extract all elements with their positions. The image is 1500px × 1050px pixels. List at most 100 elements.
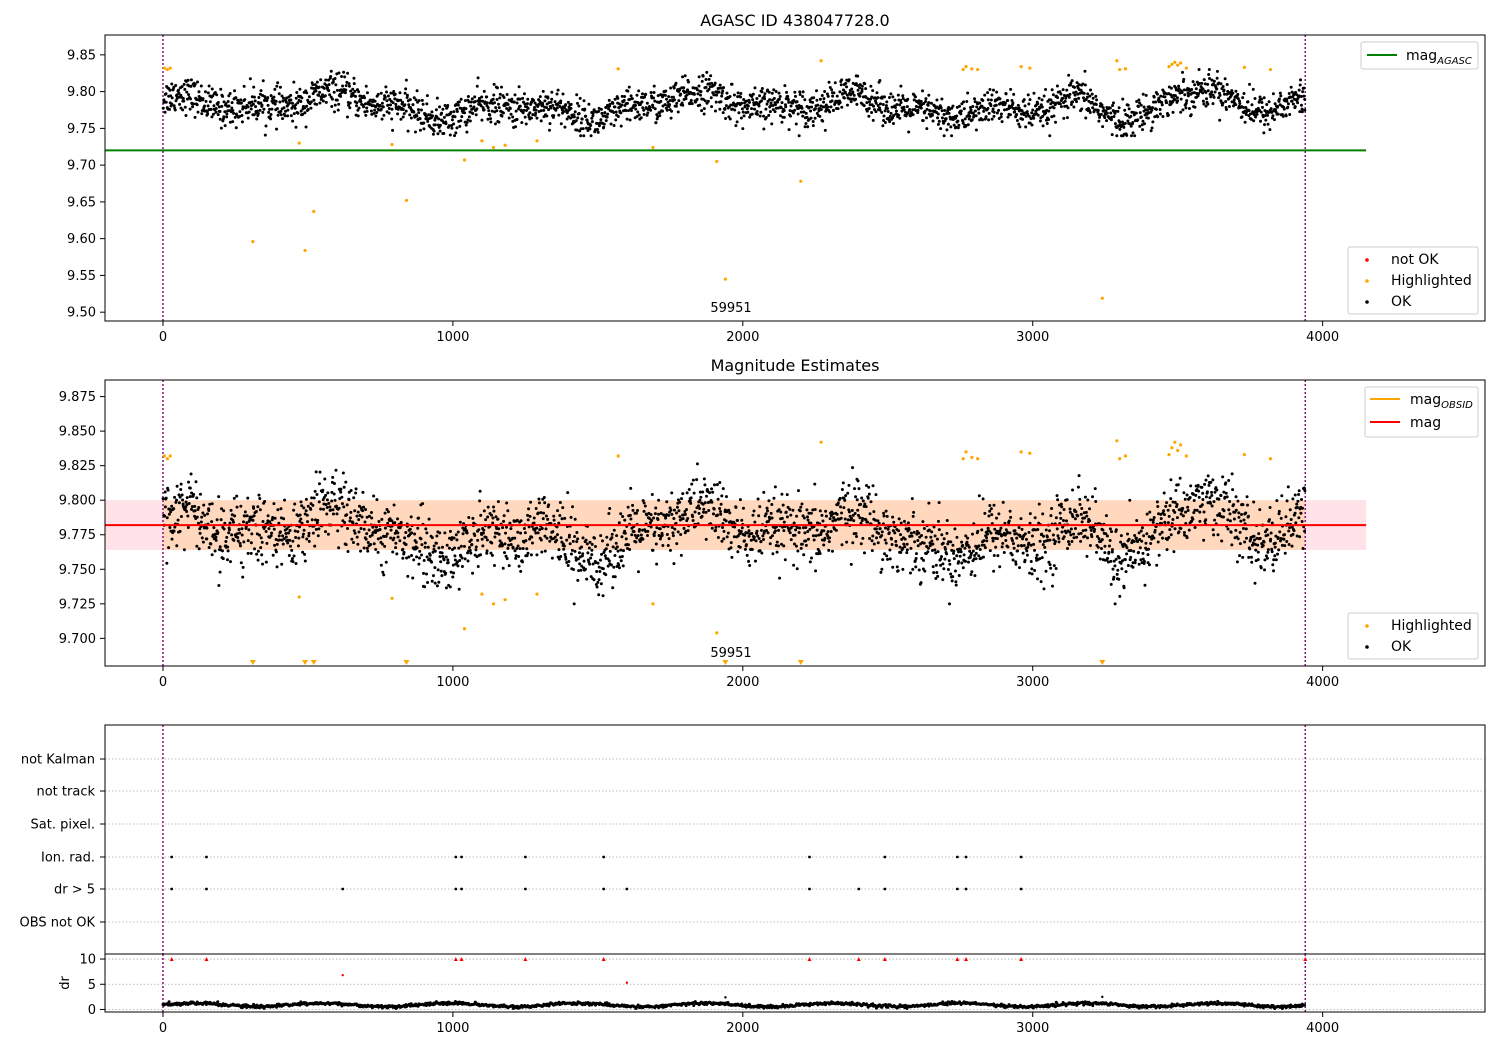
- ok-point: [234, 96, 238, 100]
- ok-point: [769, 104, 773, 108]
- ok-point: [860, 496, 864, 500]
- ok-point: [379, 563, 383, 567]
- ok-point: [261, 519, 265, 523]
- ok-point: [259, 536, 263, 540]
- ok-point: [546, 517, 550, 521]
- ok-point: [471, 571, 475, 575]
- ok-point: [705, 494, 709, 498]
- ok-point: [357, 90, 361, 94]
- ok-point: [512, 100, 516, 104]
- ok-point: [325, 512, 329, 516]
- ok-point: [405, 556, 409, 560]
- ok-point: [773, 529, 777, 533]
- ok-point: [321, 488, 325, 492]
- ok-point: [409, 515, 413, 519]
- ok-point: [763, 92, 767, 96]
- ok-point: [612, 565, 616, 569]
- highlighted-point: [1167, 65, 1171, 69]
- ok-point: [916, 108, 920, 112]
- ok-point: [953, 569, 957, 573]
- ok-point: [517, 107, 521, 111]
- ok-point: [940, 533, 944, 537]
- ok-point: [1054, 516, 1058, 520]
- ok-point: [315, 493, 319, 497]
- ok-point: [401, 108, 405, 112]
- ok-point: [1125, 546, 1129, 550]
- ok-point: [629, 486, 633, 490]
- ok-point: [536, 531, 540, 535]
- ok-point: [362, 546, 366, 550]
- ok-point: [1208, 76, 1212, 80]
- ok-point: [769, 536, 773, 540]
- ok-point: [1200, 81, 1204, 85]
- ok-point: [1036, 102, 1040, 106]
- ok-point: [366, 541, 370, 545]
- ok-point: [611, 101, 615, 105]
- ok-point: [874, 110, 878, 114]
- ok-point: [443, 531, 447, 535]
- ok-point: [458, 124, 462, 128]
- ok-point: [750, 112, 754, 116]
- ok-point: [973, 554, 977, 558]
- ok-point: [484, 518, 488, 522]
- ok-point: [868, 536, 872, 540]
- ok-point: [750, 532, 754, 536]
- ok-point: [321, 99, 325, 103]
- ok-point: [212, 104, 216, 108]
- ok-point: [619, 548, 623, 552]
- ok-point: [926, 546, 930, 550]
- ok-point: [336, 108, 340, 112]
- ok-point: [540, 550, 544, 554]
- ok-point: [301, 535, 305, 539]
- ok-point: [1126, 532, 1130, 536]
- ok-point: [478, 499, 482, 503]
- highlighted-point: [251, 239, 255, 244]
- ok-point: [1084, 528, 1088, 532]
- ok-point: [404, 109, 408, 113]
- ok-point: [909, 546, 913, 550]
- ok-point: [642, 501, 646, 505]
- ok-point: [317, 527, 321, 531]
- ok-point: [791, 508, 795, 512]
- ok-point: [221, 94, 225, 98]
- ok-point: [576, 537, 580, 541]
- ok-point: [1030, 572, 1034, 576]
- ok-point: [183, 507, 187, 511]
- ok-point: [753, 86, 757, 90]
- ok-point: [908, 107, 912, 111]
- ok-point: [880, 110, 884, 114]
- ok-point: [977, 111, 981, 115]
- ok-point: [1043, 550, 1047, 554]
- ok-point: [271, 515, 275, 519]
- ok-point: [269, 117, 273, 121]
- ok-point: [1244, 105, 1248, 109]
- ok-point: [582, 559, 586, 563]
- highlighted-point: [715, 159, 719, 164]
- ok-point: [871, 484, 875, 488]
- ok-point: [981, 98, 985, 102]
- ok-point: [911, 514, 915, 518]
- highlighted-point: [165, 67, 169, 72]
- ok-point: [675, 505, 679, 509]
- ok-point: [767, 90, 771, 94]
- ok-point: [1131, 565, 1135, 569]
- ok-point: [474, 113, 478, 117]
- ok-point: [983, 511, 987, 515]
- ok-point: [261, 562, 265, 566]
- ok-point: [596, 561, 600, 565]
- ok-point: [991, 107, 995, 111]
- ok-point: [865, 101, 869, 105]
- ok-point: [691, 515, 695, 519]
- ok-point: [402, 550, 406, 554]
- ok-point: [289, 93, 293, 97]
- ok-point: [660, 533, 664, 537]
- ok-point: [942, 134, 946, 138]
- ok-point: [939, 127, 943, 131]
- ok-point: [670, 109, 674, 113]
- ok-point: [841, 92, 845, 96]
- ok-point: [845, 85, 849, 89]
- ok-point: [712, 93, 716, 97]
- ok-point: [811, 508, 815, 512]
- ok-point: [444, 571, 448, 575]
- ok-point: [561, 92, 565, 96]
